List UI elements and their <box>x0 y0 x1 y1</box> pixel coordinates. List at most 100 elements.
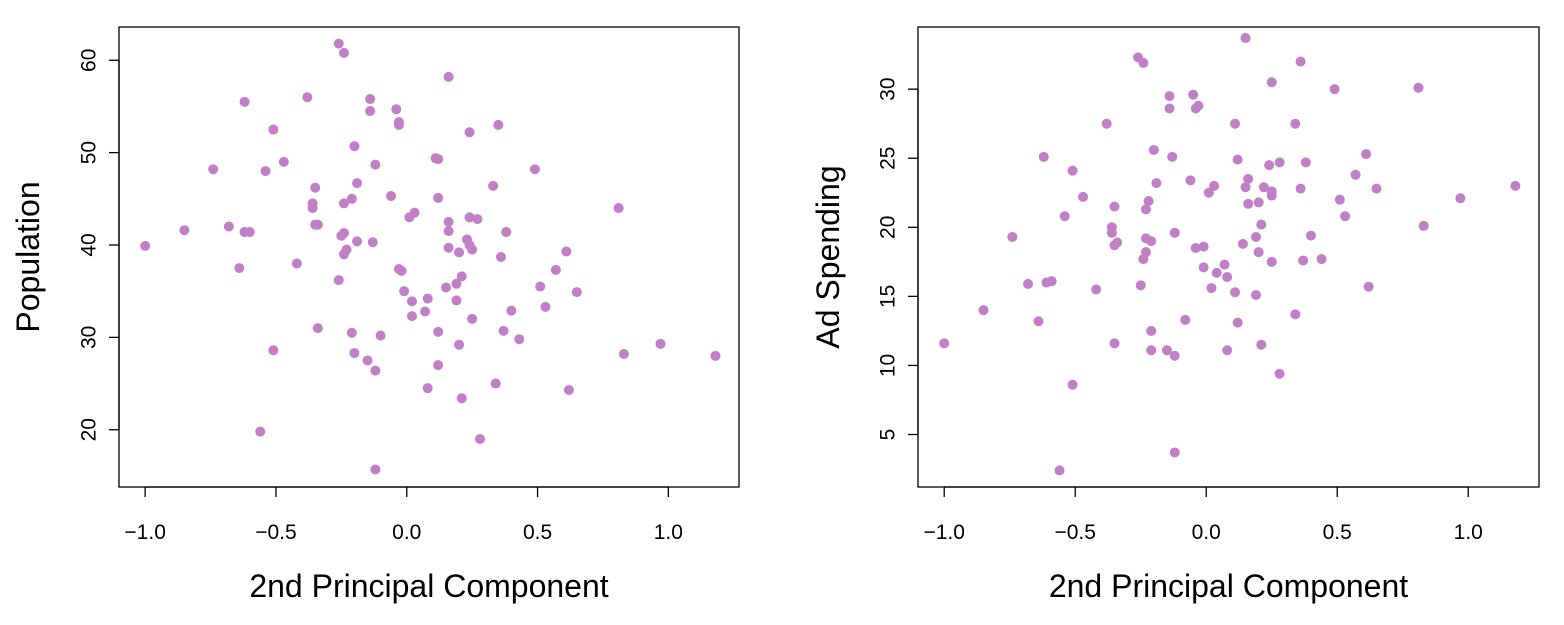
data-point <box>1169 350 1180 361</box>
data-point <box>370 464 381 475</box>
x-axis: −1.0 −0.5 0.0 0.5 1.0 <box>124 486 683 544</box>
data-point <box>433 360 444 371</box>
data-point <box>456 393 467 404</box>
data-point <box>1266 190 1277 201</box>
data-point <box>1185 175 1196 186</box>
data-point <box>393 119 404 130</box>
data-point <box>535 281 546 292</box>
data-point <box>1209 180 1220 191</box>
data-point <box>467 244 478 255</box>
y-tick-label: 60 <box>78 49 101 72</box>
data-point <box>406 296 417 307</box>
data-point <box>346 193 357 204</box>
data-point <box>443 226 454 237</box>
data-point <box>1140 204 1151 215</box>
data-point <box>540 301 551 312</box>
data-point <box>1350 169 1361 180</box>
data-point <box>1138 254 1149 265</box>
data-point <box>333 275 344 286</box>
data-point <box>1188 89 1199 100</box>
data-point <box>1143 196 1154 207</box>
data-point <box>338 47 349 58</box>
x-tick-label: 0.0 <box>1192 521 1221 544</box>
data-point <box>268 345 279 356</box>
data-point <box>1253 247 1264 258</box>
data-point <box>1219 259 1230 270</box>
x-tick-label: 0.5 <box>1323 521 1352 544</box>
x-tick-label: 0.0 <box>392 521 421 544</box>
data-point <box>1290 309 1301 320</box>
data-point <box>1258 182 1269 193</box>
data-point <box>1109 338 1120 349</box>
data-point <box>1266 256 1277 267</box>
data-point <box>1180 314 1191 325</box>
y-tick-label: 20 <box>877 216 900 239</box>
data-point <box>362 355 373 366</box>
data-point <box>1222 345 1233 356</box>
data-point <box>433 326 444 337</box>
data-point <box>352 178 363 189</box>
data-point <box>456 271 467 282</box>
data-point <box>1109 240 1120 251</box>
x-tick-label: −0.5 <box>255 521 296 544</box>
data-point <box>223 221 234 232</box>
data-point <box>1078 191 1089 202</box>
data-point <box>514 334 525 345</box>
y-tick-label: 40 <box>78 233 101 256</box>
data-point <box>1290 118 1301 129</box>
data-point <box>404 212 415 223</box>
y-tick-label: 50 <box>77 141 100 164</box>
population-scatter-panel: −1.0 −0.5 0.0 0.5 1.0 20 30 40 50 60 2nd Principal… <box>10 26 740 604</box>
data-point <box>399 286 410 297</box>
data-point <box>375 330 386 341</box>
data-point <box>1041 277 1052 288</box>
data-point <box>338 249 349 260</box>
data-point <box>443 242 454 253</box>
data-point <box>367 237 378 248</box>
x-tick-label: −1.0 <box>124 521 165 544</box>
data-point <box>472 214 483 225</box>
data-point <box>1329 84 1340 95</box>
data-point <box>1164 103 1175 114</box>
data-point <box>1198 262 1209 273</box>
data-point <box>208 164 219 175</box>
data-point <box>1135 280 1146 291</box>
y-axis: 5 10 15 20 25 30 <box>877 77 919 440</box>
data-point <box>433 154 444 165</box>
data-point <box>1232 154 1243 165</box>
y-tick-label: 20 <box>78 418 101 441</box>
data-point <box>422 383 433 394</box>
data-point <box>406 311 417 322</box>
data-point <box>1148 144 1159 155</box>
data-point <box>475 433 486 444</box>
data-point <box>1274 368 1285 379</box>
data-point <box>501 227 512 238</box>
data-point <box>433 192 444 203</box>
data-point <box>312 219 323 230</box>
data-point <box>1007 231 1018 242</box>
data-point <box>302 92 313 103</box>
plot-frame <box>118 26 740 488</box>
data-point <box>1253 197 1264 208</box>
y-axis-title: Population <box>10 181 46 332</box>
data-point <box>1243 173 1254 184</box>
data-point <box>1206 283 1217 294</box>
data-point <box>939 338 950 349</box>
data-point <box>1038 151 1049 162</box>
data-point <box>467 313 478 324</box>
data-point <box>1295 56 1306 67</box>
data-point <box>563 385 574 396</box>
data-point <box>307 198 318 209</box>
data-point <box>1264 160 1275 171</box>
data-point <box>1300 157 1311 168</box>
data-point <box>1198 241 1209 252</box>
data-point <box>1306 230 1317 241</box>
data-point <box>349 348 360 359</box>
data-point <box>234 263 245 274</box>
data-point <box>255 426 266 437</box>
data-point <box>1109 201 1120 212</box>
data-point <box>260 166 271 177</box>
y-tick-label: 10 <box>877 354 900 377</box>
data-point <box>140 240 151 251</box>
